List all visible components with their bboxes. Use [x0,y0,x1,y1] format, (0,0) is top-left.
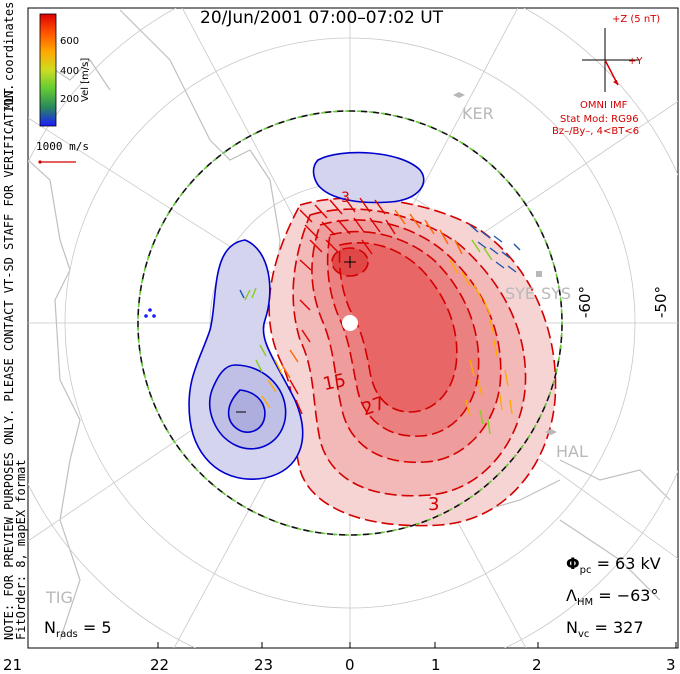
station-label-ker: KER [462,104,494,123]
mlt-tick-23: 23 [254,656,274,674]
mlt-tick-1: 1 [431,656,441,674]
imf-y-axis-label: +Y [628,56,643,67]
mlt-tick-0: 0 [345,656,355,674]
positive-contours [268,197,557,527]
colorbar-tick-600: 600 [60,36,80,47]
potential-extremum-marker [236,256,356,413]
mlt-tick-22: 22 [150,656,170,674]
velocity-colorbar [39,13,57,127]
negative-potential-region-noon [312,151,425,204]
imf-z-axis-label: +Z (5 nT) [612,14,661,25]
stat-model-label: Stat Mod: RG96 [560,114,639,125]
hm-boundary-latitude: ΛHM = −63° [566,586,659,609]
vector-count: Nvc = 327 [566,618,644,641]
station-label-sye: SYE [505,284,536,303]
station-label-hal: HAL [556,442,588,461]
pole-marker [342,315,358,331]
colorbar-tick-400: 400 [60,66,80,77]
contour-label-3: 3 [428,494,440,515]
mlt-tick-3: 3 [666,656,676,674]
station-label-sys: SYS [541,284,572,303]
colorbar-tick-200: 200 [60,94,80,105]
fit-order-label: FitOrder: 8, mapEX format [14,459,28,640]
latitude-label-60: -60° [576,286,594,318]
map-title: 20/Jun/2001 07:00–07:02 UT [200,8,444,28]
imf-condition-label: Bz–/By–, 4<BT<6 [552,126,640,137]
station-label-tig: TIG [46,588,73,607]
mlt-axis-ticks [27,642,677,648]
imf-source-label: OMNI IMF [580,100,628,111]
imf-clock-diagram [582,28,640,92]
contour-label-3-top: 3 [341,190,350,206]
scale-vector-label: 1000 m/s [36,140,89,153]
latitude-label-50: -50° [652,286,670,318]
mlt-tick-21: 21 [3,656,23,674]
mlt-tick-2: 2 [532,656,542,674]
radar-count: Nrads = 5 [44,618,112,641]
cross-polar-potential: Φpc = 63 kV [566,554,661,577]
velocity-vectors [144,197,521,435]
colorbar-label: Vel [m/s] [80,57,91,102]
radar-station-markers [453,92,557,435]
